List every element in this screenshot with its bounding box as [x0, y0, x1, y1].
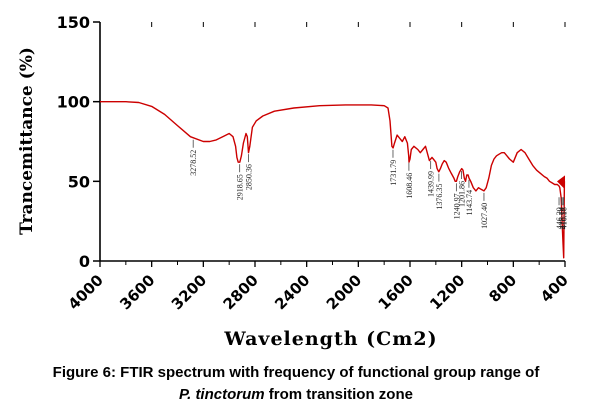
caption-species-name: P. tinctorum	[179, 386, 265, 403]
y-tick-label: 100	[57, 93, 90, 112]
y-tick-label: 0	[79, 252, 90, 271]
peak-label: 3278.52	[189, 150, 198, 176]
peak-label: 1731.79	[389, 160, 398, 186]
x-tick-label: 800	[485, 271, 520, 306]
peak-label: 446.20	[555, 207, 564, 229]
peak-label: 1240.97	[452, 193, 461, 219]
x-tick-label: 1200	[426, 271, 468, 313]
x-axis-ticks: 4000 3600 3200 2800 2400 2000 1600 1200 800 400	[65, 22, 572, 313]
x-tick-label: 4000	[65, 271, 107, 313]
peak-label: 1201.86	[457, 181, 466, 207]
x-tick-label: 2800	[220, 271, 262, 313]
x-tick-label: 3600	[116, 271, 158, 313]
y-tick-label: 150	[57, 13, 90, 32]
x-tick-label: 3200	[168, 271, 210, 313]
peak-label: 2918.65	[236, 174, 245, 200]
peak-label: 1376.35	[435, 184, 444, 210]
y-axis-ticks: 0 50 100 150	[57, 13, 100, 271]
x-tick-label: 1600	[375, 271, 417, 313]
peak-label: 1027.40	[480, 203, 489, 229]
peak-label: 416.57	[559, 207, 568, 229]
y-tick-label: 50	[68, 172, 90, 191]
peak-label: 2850.36	[244, 164, 253, 190]
y-axis-title: Trancemittance (%)	[17, 47, 37, 235]
spectrum-end-marker	[557, 175, 565, 190]
spectrum-line	[100, 101, 566, 259]
peak-annotations: 3278.52 2918.65 2850.36 1731.79 1608.46 1439.…	[189, 139, 569, 229]
peak-label: 1143.74	[465, 190, 474, 216]
x-axis-title: Wavelength (Cm2)	[223, 328, 437, 350]
x-tick-label: 2400	[271, 271, 313, 313]
series-group	[100, 101, 566, 259]
figure-caption-line-1: Figure 6: FTIR spectrum with frequency o…	[52, 364, 540, 381]
peak-label: 425.74	[558, 207, 567, 229]
peak-label: 1439.99	[427, 171, 436, 197]
x-tick-label: 400	[537, 271, 572, 306]
peak-label: 410.16	[560, 207, 569, 229]
figure-caption-line-2: P. tinctorum from transition zone	[0, 386, 592, 403]
x-tick-label: 2000	[323, 271, 365, 313]
plot-frame	[99, 22, 565, 262]
caption-rest: from transition zone	[264, 386, 413, 403]
peak-label: 1608.46	[405, 173, 414, 199]
